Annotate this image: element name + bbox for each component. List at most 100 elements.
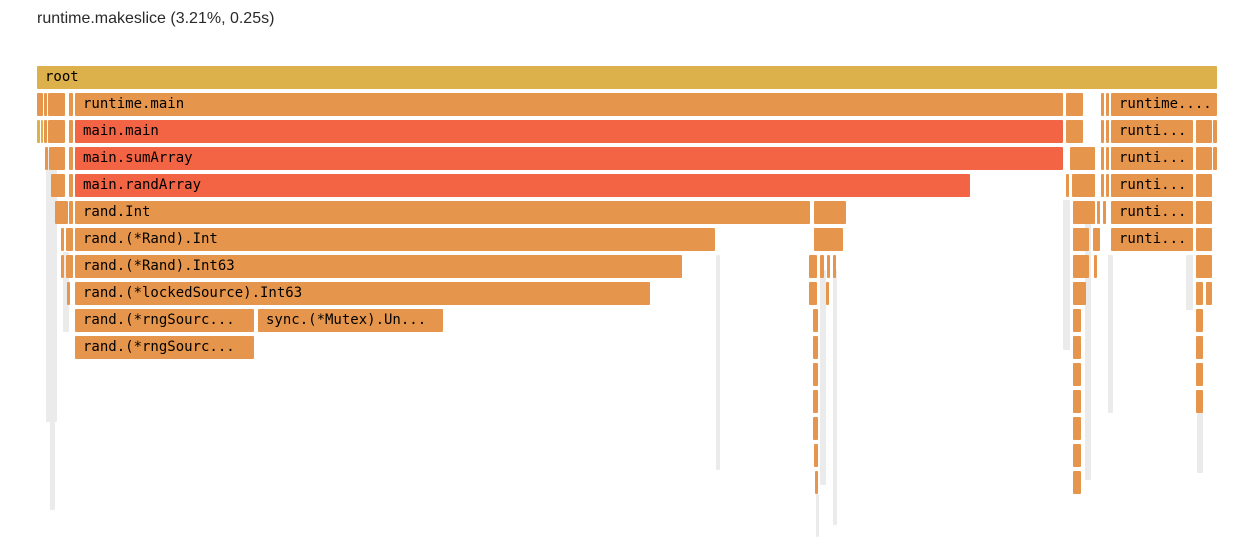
flame-frame[interactable]	[1073, 228, 1089, 251]
flame-frame-rand-rand-int63[interactable]: rand.(*Rand).Int63	[75, 255, 682, 278]
flame-frame[interactable]	[67, 282, 70, 305]
flame-frame[interactable]	[41, 120, 43, 143]
flame-frame[interactable]	[1196, 120, 1212, 143]
flame-frame[interactable]	[44, 120, 47, 143]
flame-frame-runti[interactable]: runti...	[1111, 228, 1193, 251]
flame-frame[interactable]	[1073, 363, 1081, 386]
flame-frame-runtime-main[interactable]: runtime.main	[75, 93, 1063, 116]
flame-frame[interactable]	[1073, 336, 1081, 359]
flame-frame[interactable]	[61, 228, 64, 251]
flame-frame[interactable]	[1196, 336, 1203, 359]
flame-frame[interactable]	[1196, 147, 1212, 170]
flame-frame[interactable]	[1106, 174, 1109, 197]
flame-frame[interactable]	[1106, 147, 1109, 170]
flame-frame[interactable]	[69, 201, 73, 224]
flame-frame[interactable]	[37, 120, 40, 143]
flame-frame[interactable]	[1196, 282, 1203, 305]
flame-frame[interactable]	[1097, 201, 1100, 224]
flame-frame-root[interactable]: root	[37, 66, 1217, 89]
flame-frame[interactable]	[1072, 174, 1095, 197]
flame-frame[interactable]	[69, 120, 73, 143]
flame-frame-runti[interactable]: runti...	[1111, 201, 1193, 224]
flame-frame[interactable]	[66, 255, 73, 278]
flame-frame-runti[interactable]: runti...	[1111, 120, 1193, 143]
flame-frame[interactable]	[1066, 120, 1083, 143]
flame-frame[interactable]	[44, 93, 47, 116]
flame-shadow	[63, 252, 69, 332]
flame-frame-main-main[interactable]: main.main	[75, 120, 1063, 143]
flame-frame-sync-mutex-un[interactable]: sync.(*Mutex).Un...	[258, 309, 443, 332]
flame-frame[interactable]	[69, 93, 73, 116]
flame-frame[interactable]	[1196, 363, 1203, 386]
flame-frame-rand-lockedsource-int63[interactable]: rand.(*lockedSource).Int63	[75, 282, 650, 305]
flame-frame[interactable]	[1213, 120, 1217, 143]
flame-frame[interactable]	[809, 282, 817, 305]
flame-frame[interactable]	[1103, 201, 1106, 224]
flame-frame[interactable]	[1196, 309, 1203, 332]
flame-frame[interactable]	[1073, 201, 1095, 224]
flame-frame-rand-int[interactable]: rand.Int	[75, 201, 810, 224]
flame-frame-runti[interactable]: runti...	[1111, 174, 1193, 197]
flame-frame[interactable]	[1073, 309, 1081, 332]
flame-frame-main-sumarray[interactable]: main.sumArray	[75, 147, 1063, 170]
flame-frame[interactable]	[813, 390, 818, 413]
flame-frame-runtime[interactable]: runtime....	[1111, 93, 1217, 116]
flame-frame-rand-rngsourc[interactable]: rand.(*rngSourc...	[75, 309, 254, 332]
flame-frame[interactable]	[1196, 201, 1212, 224]
flame-frame-rand-rngsourc[interactable]: rand.(*rngSourc...	[75, 336, 254, 359]
flame-frame-main-randarray[interactable]: main.randArray	[75, 174, 970, 197]
flame-frame[interactable]	[813, 363, 818, 386]
flame-frame[interactable]	[820, 255, 824, 278]
flame-shadow	[1197, 413, 1203, 473]
flame-frame[interactable]	[1070, 147, 1095, 170]
flame-frame[interactable]	[66, 228, 73, 251]
flame-frame[interactable]	[1066, 93, 1083, 116]
flame-frame-runti[interactable]: runti...	[1111, 147, 1193, 170]
flame-frame[interactable]	[69, 147, 73, 170]
flame-frame[interactable]	[813, 417, 818, 440]
flame-frame[interactable]	[827, 255, 830, 278]
flame-frame[interactable]	[833, 255, 836, 278]
flame-shadow	[833, 270, 837, 525]
flame-frame[interactable]	[1101, 147, 1104, 170]
flame-frame[interactable]	[48, 120, 65, 143]
flame-frame[interactable]	[814, 228, 843, 251]
flame-frame[interactable]	[813, 309, 818, 332]
flame-frame[interactable]	[1101, 174, 1104, 197]
flame-frame[interactable]	[813, 336, 818, 359]
flame-frame[interactable]	[1094, 255, 1097, 278]
flame-frame[interactable]	[1073, 417, 1081, 440]
flame-frame-rand-rand-int[interactable]: rand.(*Rand).Int	[75, 228, 715, 251]
flame-frame[interactable]	[61, 255, 64, 278]
flame-frame[interactable]	[1073, 390, 1081, 413]
flame-frame[interactable]	[1101, 93, 1104, 116]
flame-frame[interactable]	[1093, 228, 1100, 251]
flame-frame[interactable]	[1101, 120, 1104, 143]
flame-frame[interactable]	[826, 282, 829, 305]
flame-frame[interactable]	[1073, 282, 1086, 305]
flame-frame[interactable]	[1106, 120, 1109, 143]
flame-frame[interactable]	[49, 147, 65, 170]
flame-frame[interactable]	[1196, 174, 1212, 197]
flame-frame[interactable]	[1196, 390, 1203, 413]
flame-frame[interactable]	[45, 147, 48, 170]
flame-frame[interactable]	[1073, 444, 1081, 467]
flame-frame[interactable]	[1213, 147, 1217, 170]
flame-frame[interactable]	[48, 93, 65, 116]
flame-frame[interactable]	[814, 201, 846, 224]
flame-frame[interactable]	[1073, 255, 1089, 278]
flame-frame[interactable]	[37, 93, 43, 116]
flame-frame[interactable]	[51, 174, 65, 197]
flame-frame[interactable]	[1106, 93, 1109, 116]
flame-frame[interactable]	[815, 471, 818, 494]
flame-frame[interactable]	[1196, 255, 1212, 278]
flame-frame[interactable]	[1073, 471, 1081, 494]
flame-frame[interactable]	[1196, 228, 1212, 251]
flame-frame[interactable]	[809, 255, 817, 278]
flame-frame[interactable]	[69, 174, 73, 197]
flame-frame[interactable]	[1206, 282, 1212, 305]
flame-frame[interactable]	[1066, 174, 1069, 197]
flame-shadow	[1108, 255, 1113, 413]
flame-frame[interactable]	[814, 444, 818, 467]
flame-frame[interactable]	[55, 201, 68, 224]
